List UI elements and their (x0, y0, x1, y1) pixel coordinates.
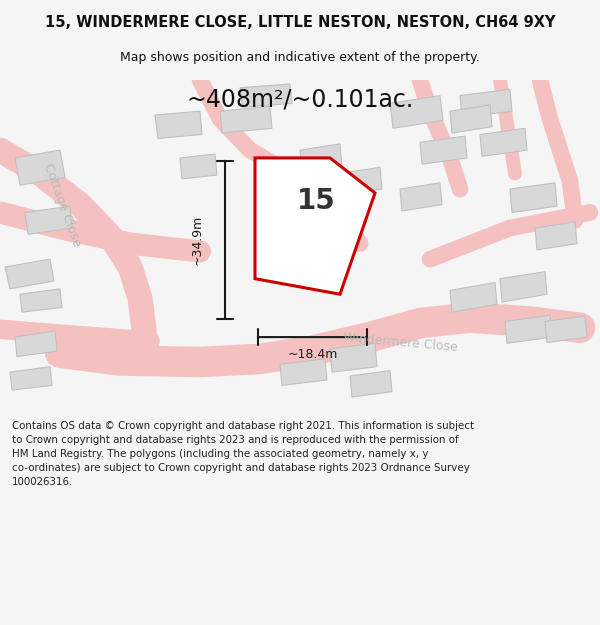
Polygon shape (155, 111, 202, 138)
Polygon shape (180, 154, 217, 179)
Polygon shape (450, 282, 497, 312)
Text: Windermere Close: Windermere Close (342, 331, 458, 354)
Polygon shape (25, 206, 72, 234)
Polygon shape (340, 168, 382, 195)
Polygon shape (460, 89, 512, 118)
Polygon shape (390, 96, 443, 128)
Polygon shape (400, 183, 442, 211)
Polygon shape (220, 106, 272, 133)
Text: ~18.4m: ~18.4m (287, 348, 338, 361)
Polygon shape (20, 289, 62, 312)
Polygon shape (255, 158, 375, 294)
Text: Cottage Close: Cottage Close (41, 161, 83, 248)
Polygon shape (15, 331, 57, 357)
Text: Map shows position and indicative extent of the property.: Map shows position and indicative extent… (120, 51, 480, 64)
Polygon shape (15, 150, 65, 185)
Text: ~34.9m: ~34.9m (191, 214, 203, 265)
Polygon shape (500, 272, 547, 302)
Polygon shape (10, 367, 52, 390)
Text: ~408m²/~0.101ac.: ~408m²/~0.101ac. (187, 88, 413, 111)
Polygon shape (505, 315, 552, 343)
Polygon shape (330, 343, 377, 372)
Polygon shape (535, 222, 577, 250)
Polygon shape (450, 105, 492, 133)
Text: 15, WINDERMERE CLOSE, LITTLE NESTON, NESTON, CH64 9XY: 15, WINDERMERE CLOSE, LITTLE NESTON, NES… (45, 15, 555, 30)
Text: Contains OS data © Crown copyright and database right 2021. This information is : Contains OS data © Crown copyright and d… (12, 421, 474, 488)
Polygon shape (420, 136, 467, 164)
Polygon shape (510, 183, 557, 213)
Polygon shape (300, 144, 342, 174)
Polygon shape (280, 359, 327, 386)
Polygon shape (545, 316, 587, 342)
Text: 15: 15 (296, 187, 335, 215)
Polygon shape (5, 259, 54, 289)
Polygon shape (350, 371, 392, 397)
Polygon shape (480, 128, 527, 156)
Polygon shape (240, 84, 292, 107)
